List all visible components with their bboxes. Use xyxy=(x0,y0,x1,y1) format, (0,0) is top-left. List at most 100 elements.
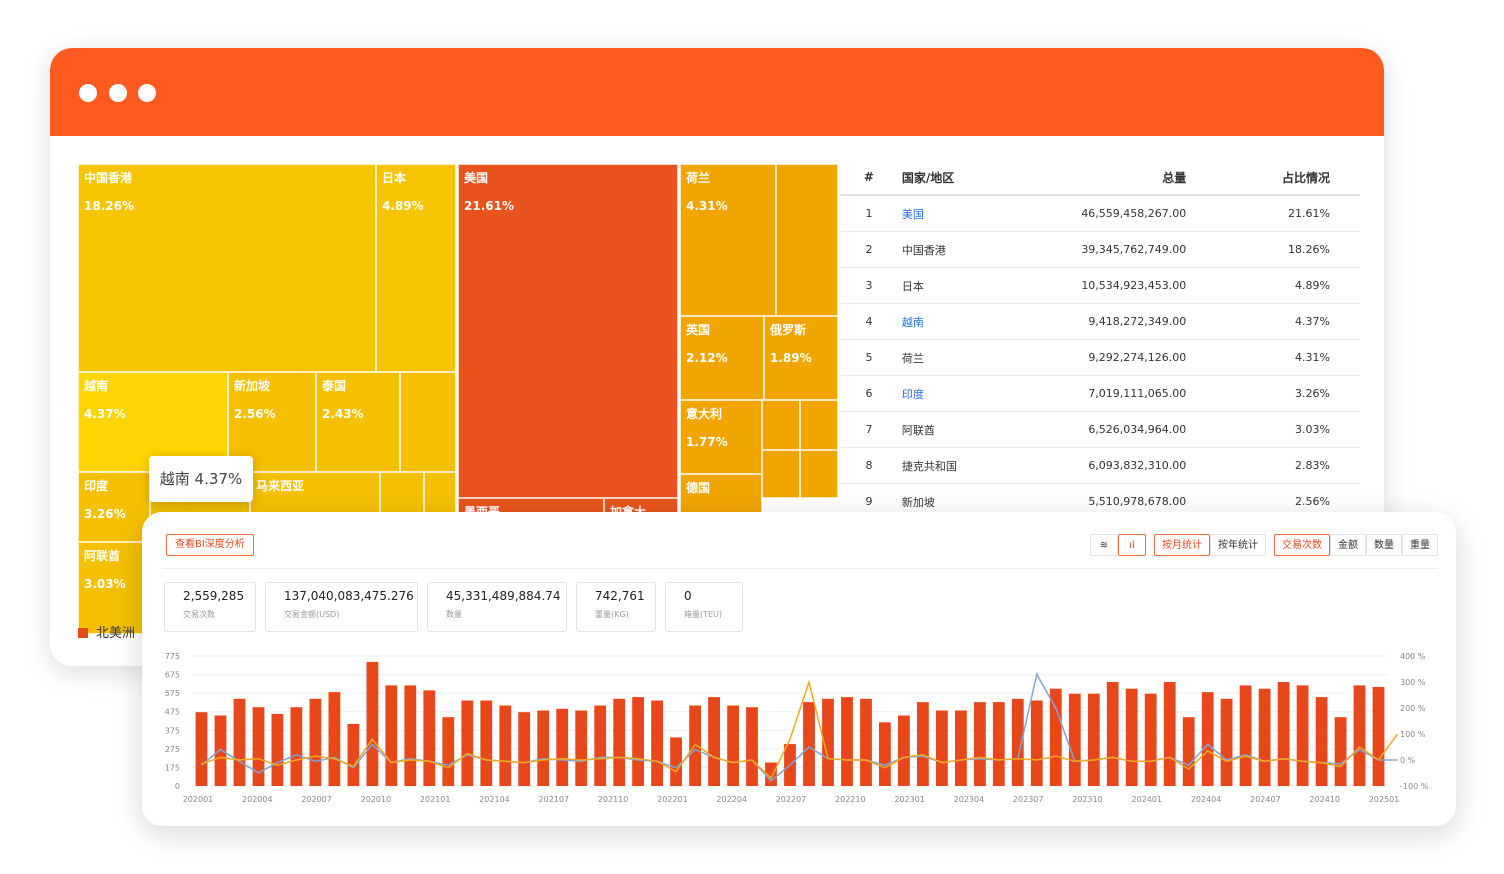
y2-tick-label: 200 % xyxy=(1400,704,1426,713)
table-row[interactable]: 6 印度 7,019,111,065.00 3.26% xyxy=(840,375,1360,412)
row-ratio: 3.26% xyxy=(1190,375,1360,412)
country-link[interactable]: 美国 xyxy=(897,195,1030,232)
x-tick-label: 202210 xyxy=(835,795,866,804)
treemap-tile[interactable]: 荷兰 4.31% xyxy=(680,164,776,316)
treemap-tile xyxy=(400,372,456,472)
bar xyxy=(670,737,682,786)
y-tick-label: 575 xyxy=(165,689,180,698)
table-row[interactable]: 5 荷兰 9,292,274,126.00 4.31% xyxy=(840,339,1360,376)
window-dot-close[interactable] xyxy=(79,84,97,102)
y2-tick-label: 0 % xyxy=(1400,756,1416,765)
bar xyxy=(461,700,474,786)
treemap-tile xyxy=(762,400,800,450)
bar xyxy=(613,698,626,786)
metric-trade-count[interactable]: 交易次数 xyxy=(1274,534,1330,556)
bar xyxy=(271,713,284,786)
trend-panel: 查看BI深度分析 ≋ ıl 按月统计 按年统计 交易次数 金额 数量 重量 2,… xyxy=(142,512,1456,826)
bar xyxy=(347,723,360,786)
monthly-toggle[interactable]: 按月统计 xyxy=(1154,534,1210,556)
treemap-tile xyxy=(776,164,838,316)
growth-line-orange xyxy=(201,679,1399,780)
bar xyxy=(651,700,663,786)
country-link[interactable]: 印度 xyxy=(897,375,1030,412)
treemap-tile[interactable]: 泰国 2.43% xyxy=(316,372,400,472)
row-index: 8 xyxy=(840,447,898,484)
row-index: 5 xyxy=(840,339,898,376)
metric-weight[interactable]: 重量 xyxy=(1402,534,1438,556)
window-dot-maximize[interactable] xyxy=(138,84,156,102)
table-row[interactable]: 1 美国 46,559,458,267.00 21.61% xyxy=(840,195,1360,232)
bar xyxy=(1182,717,1195,786)
country-name: 中国香港 xyxy=(897,231,1030,268)
y2-tick-label: 300 % xyxy=(1400,678,1426,687)
window-dot-minimize[interactable] xyxy=(109,84,127,102)
bar xyxy=(879,722,891,786)
treemap-tile[interactable]: 美国 21.61% xyxy=(458,164,678,498)
bar xyxy=(1030,700,1043,786)
country-name: 荷兰 xyxy=(897,339,1030,376)
bar xyxy=(955,710,967,786)
x-tick-label: 202010 xyxy=(361,795,392,804)
x-tick-label: 202107 xyxy=(539,795,570,804)
country-link[interactable]: 越南 xyxy=(897,303,1030,340)
row-index: 3 xyxy=(840,267,898,304)
y-tick-label: 275 xyxy=(165,745,180,754)
bar xyxy=(366,661,379,786)
treemap-tile[interactable]: 阿联酋 3.03% xyxy=(78,542,150,634)
table-row[interactable]: 2 中国香港 39,345,762,749.00 18.26% xyxy=(840,231,1360,268)
x-tick-label: 202501 xyxy=(1369,795,1400,804)
treemap-tile[interactable]: 日本 4.89% xyxy=(376,164,456,372)
treemap-tile[interactable]: 中国香港 18.26% xyxy=(78,164,376,372)
y-tick-label: 775 xyxy=(165,652,180,661)
stat-label: 数量 xyxy=(446,610,462,619)
treemap-tile[interactable]: 新加坡 2.56% xyxy=(228,372,316,472)
stat-value: 2,559,285 xyxy=(183,589,245,603)
row-ratio: 4.37% xyxy=(1190,303,1360,340)
y2-tick-label: -100 % xyxy=(1400,782,1429,791)
bar xyxy=(1144,693,1157,786)
bar xyxy=(1372,687,1385,786)
x-tick-label: 202304 xyxy=(954,795,985,804)
metric-amount[interactable]: 金额 xyxy=(1330,534,1366,556)
table-row[interactable]: 8 捷克共和国 6,093,832,310.00 2.83% xyxy=(840,447,1360,484)
metric-quantity[interactable]: 数量 xyxy=(1366,534,1402,556)
table-header-row: # 国家/地区 总量 占比情况 xyxy=(840,160,1360,196)
trend-chart: 775 675 575 475 375 275 175 0 400 % 300 % 200 % 100… xyxy=(165,652,1429,804)
bar xyxy=(442,717,455,786)
bar-chart-icon[interactable]: ıl xyxy=(1118,534,1146,556)
bar xyxy=(917,702,929,786)
bar xyxy=(936,710,948,786)
treemap-tile[interactable]: 越南 4.37% xyxy=(78,372,228,472)
table-row[interactable]: 4 越南 9,418,272,349.00 4.37% xyxy=(840,303,1360,340)
table-row[interactable]: 3 日本 10,534,923,453.00 4.89% xyxy=(840,267,1360,304)
row-total: 9,292,274,126.00 xyxy=(1029,339,1191,376)
bar xyxy=(385,685,398,786)
treemap-legend[interactable]: 北美洲 xyxy=(78,622,135,641)
x-tick-label: 202407 xyxy=(1250,795,1281,804)
bar xyxy=(423,690,436,786)
line-chart-icon[interactable]: ≋ xyxy=(1090,534,1118,556)
bar xyxy=(1011,698,1024,786)
treemap-tile[interactable]: 印度 3.26% xyxy=(78,472,150,542)
col-header-ratio[interactable]: 占比情况 xyxy=(1190,160,1360,196)
stat-card: 742,761 重量(KG) xyxy=(576,582,656,632)
bar xyxy=(480,700,493,786)
bar xyxy=(1087,693,1100,786)
treemap-tile[interactable]: 意大利 1.77% xyxy=(680,400,762,474)
table-row[interactable]: 7 阿联酋 6,526,034,964.00 3.03% xyxy=(840,411,1360,448)
treemap-tile[interactable]: 俄罗斯 1.89% xyxy=(764,316,838,400)
bar xyxy=(1296,685,1309,786)
bar xyxy=(765,762,777,786)
col-header-total[interactable]: 总量 xyxy=(1029,160,1191,196)
stat-cards: 2,559,285 交易次数 137,040,083,475.276 交易金额(US… xyxy=(164,582,743,632)
row-total: 39,345,762,749.00 xyxy=(1029,231,1191,268)
row-total: 7,019,111,065.00 xyxy=(1029,375,1191,412)
bar xyxy=(632,697,644,786)
treemap-tile[interactable]: 英国 2.12% xyxy=(680,316,764,400)
col-header-country[interactable]: 国家/地区 xyxy=(897,160,1030,196)
bar xyxy=(860,698,872,786)
y2-tick-label: 400 % xyxy=(1400,652,1426,661)
bi-analysis-button[interactable]: 查看BI深度分析 xyxy=(166,534,254,556)
country-name: 日本 xyxy=(897,267,1030,304)
yearly-toggle[interactable]: 按年统计 xyxy=(1210,534,1266,556)
